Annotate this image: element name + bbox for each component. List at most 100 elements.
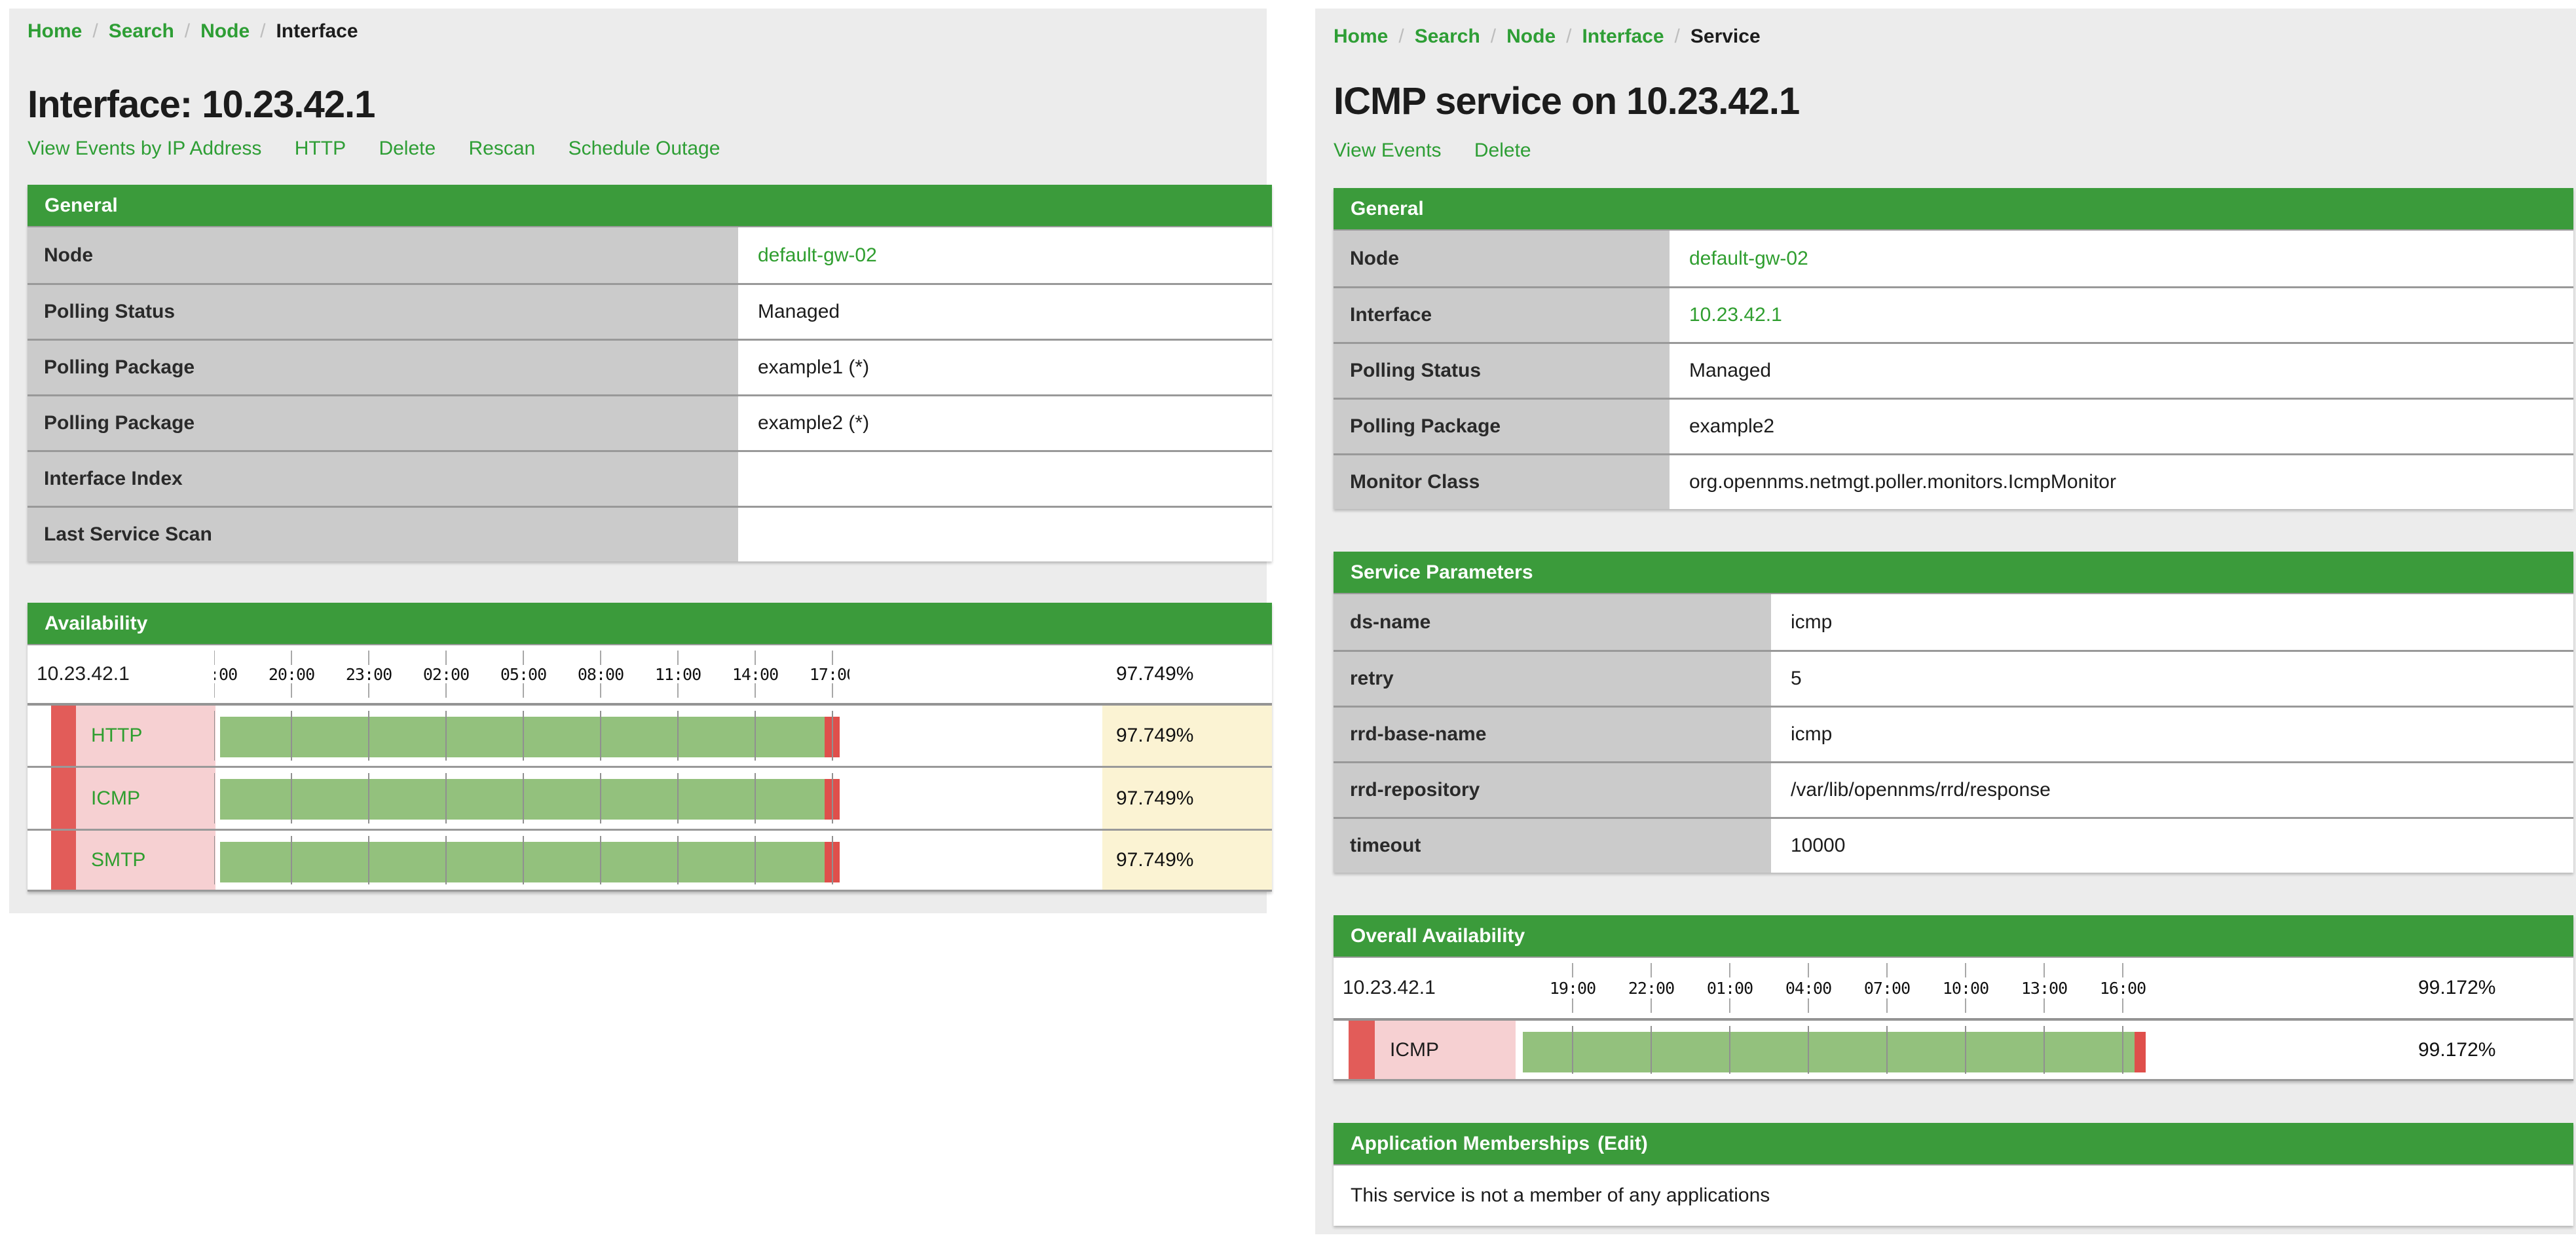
row-label: Polling Package — [28, 396, 738, 450]
gridline — [1808, 1026, 1809, 1074]
breadcrumb-home[interactable]: Home — [1334, 26, 1389, 47]
axis-tick — [2122, 963, 2123, 977]
breadcrumb-search[interactable]: Search — [108, 20, 174, 42]
ip-address-label: 10.23.42.1 — [37, 663, 130, 685]
row-label: timeout — [1334, 819, 1771, 873]
row-label: rrd-base-name — [1334, 708, 1771, 761]
axis-tick-label: 05:00 — [500, 664, 547, 684]
gridline — [755, 711, 756, 761]
row-label: Polling Package — [28, 341, 738, 394]
general-panel-header: General — [28, 185, 1272, 227]
breadcrumb-interface[interactable]: Interface — [1582, 26, 1664, 47]
service-availability-value: 99.172% — [2418, 1038, 2496, 1061]
row-value: 5 — [1771, 652, 2573, 706]
service-page: Home / Search / Node / Interface / Service ICMP … — [1315, 9, 2576, 1234]
service-availability-row: ICMP 99.172% — [1334, 1018, 2573, 1081]
general-panel-header: General — [1334, 188, 2573, 231]
row-label: Interface — [1334, 288, 1670, 342]
gridline — [832, 711, 833, 761]
breadcrumb-home[interactable]: Home — [28, 20, 83, 42]
axis-tick — [368, 683, 369, 698]
gridline — [445, 773, 447, 824]
service-availability-row: SMTP 97.749% — [28, 829, 1272, 892]
axis-tick — [1651, 963, 1652, 977]
node-link[interactable]: default-gw-02 — [1689, 247, 1808, 269]
axis-tick — [2122, 998, 2123, 1013]
axis-tick — [600, 651, 601, 665]
gridline — [600, 711, 601, 761]
gridline — [291, 773, 292, 824]
gridline — [291, 711, 292, 761]
availability-bar-chart — [1516, 1021, 2148, 1079]
axis-tick — [1886, 998, 1888, 1013]
breadcrumb-separator: / — [92, 20, 98, 42]
service-parameters-panel: Service Parameters ds-name icmp retry 5 … — [1334, 552, 2573, 873]
breadcrumb-search[interactable]: Search — [1414, 26, 1480, 47]
overall-availability-panel: Overall Availability 10.23.42.1 19:00 22:… — [1334, 915, 2573, 1081]
row-value: Managed — [1670, 344, 2573, 398]
view-events-by-ip-link[interactable]: View Events by IP Address — [28, 138, 262, 159]
axis-tick-label: 20:00 — [268, 664, 315, 684]
availability-axis-row: 10.23.42.1 19:00 22:00 01:00 04:00 07:00 10:0… — [1334, 958, 2573, 1018]
overall-availability-value: 97.749% — [1116, 663, 1194, 685]
service-availability-value: 97.749% — [1102, 768, 1272, 829]
http-link[interactable]: HTTP — [294, 138, 346, 159]
breadcrumb-node[interactable]: Node — [1506, 26, 1556, 47]
axis-tick — [832, 683, 833, 698]
interface-page: Home / Search / Node / Interface Interface: 10… — [9, 9, 1272, 913]
edit-link[interactable]: (Edit) — [1597, 1132, 1648, 1154]
axis-tick — [1651, 998, 1652, 1013]
service-link-smtp[interactable]: SMTP — [91, 849, 146, 871]
axis-tick — [445, 651, 447, 665]
gridline — [368, 711, 369, 761]
axis-tick — [677, 683, 679, 698]
gridline — [1651, 1026, 1652, 1074]
schedule-outage-link[interactable]: Schedule Outage — [568, 138, 720, 159]
application-memberships-header: Application Memberships (Edit) — [1334, 1123, 2573, 1165]
axis-tick-label: 14:00 — [732, 664, 779, 684]
service-availability-value: 97.749% — [1102, 831, 1272, 890]
axis-tick — [832, 651, 833, 665]
breadcrumb: Home / Search / Node / Interface — [28, 20, 358, 43]
service-parameters-header: Service Parameters — [1334, 552, 2573, 594]
gridline — [755, 773, 756, 824]
axis-tick — [523, 651, 524, 665]
row-value: /var/lib/opennms/rrd/response — [1771, 763, 2573, 817]
table-row: rrd-repository /var/lib/opennms/rrd/resp… — [1334, 761, 2573, 817]
ip-address-label: 10.23.42.1 — [1343, 977, 1436, 998]
row-label: Polling Package — [1334, 400, 1670, 453]
gridline — [832, 836, 833, 884]
service-availability-value: 97.749% — [1102, 706, 1272, 766]
row-value — [738, 508, 1272, 561]
row-label: Polling Status — [28, 285, 738, 339]
axis-tick-label: 19:00 — [1549, 978, 1596, 998]
gridline — [1965, 1026, 1966, 1074]
application-memberships-body: This service is not a member of any appl… — [1334, 1165, 2573, 1226]
interface-link[interactable]: 10.23.42.1 — [1689, 304, 1782, 326]
availability-bar — [1523, 1032, 2135, 1072]
node-link[interactable]: default-gw-02 — [758, 244, 877, 266]
gridline — [523, 711, 524, 761]
delete-link[interactable]: Delete — [379, 138, 436, 159]
row-value: org.opennms.netmgt.poller.monitors.IcmpM… — [1670, 455, 2573, 509]
row-label: Node — [28, 227, 738, 283]
axis-tick-label: 08:00 — [577, 664, 624, 684]
gridline — [2122, 1026, 2123, 1074]
axis-tick-label: 23:00 — [345, 664, 392, 684]
breadcrumb-separator: / — [1398, 26, 1404, 47]
view-events-link[interactable]: View Events — [1334, 140, 1442, 161]
delete-link[interactable]: Delete — [1474, 140, 1531, 161]
availability-bar — [220, 842, 825, 882]
service-link-icmp[interactable]: ICMP — [91, 787, 140, 809]
rescan-link[interactable]: Rescan — [468, 138, 536, 159]
row-label: retry — [1334, 652, 1771, 706]
row-value: icmp — [1771, 594, 2573, 650]
breadcrumb-node[interactable]: Node — [200, 20, 250, 42]
gridline — [2044, 1026, 2045, 1074]
row-label: Interface Index — [28, 452, 738, 506]
table-row: Node default-gw-02 — [28, 227, 1272, 283]
table-row: Node default-gw-02 — [1334, 231, 2573, 286]
service-link-http[interactable]: HTTP — [91, 725, 143, 746]
row-value: 10000 — [1771, 819, 2573, 873]
status-indicator — [1349, 1021, 1375, 1079]
